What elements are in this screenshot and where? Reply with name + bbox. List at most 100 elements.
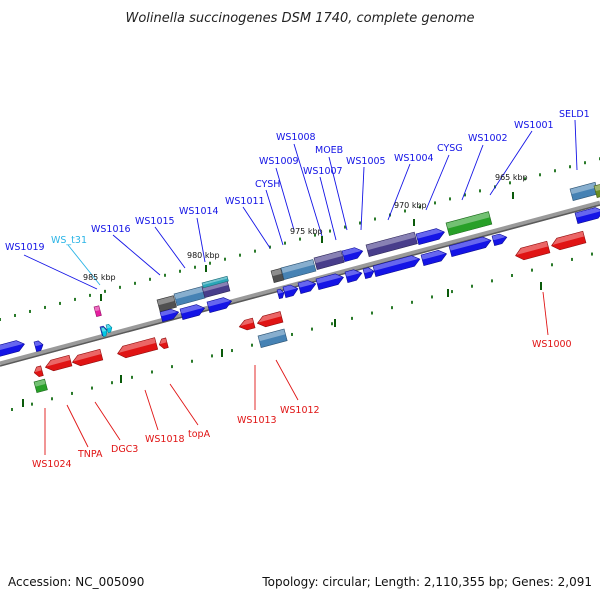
forward-gene: [448, 236, 492, 257]
leader-line: [425, 154, 450, 211]
forward-gene-outline: [206, 297, 233, 313]
gene-label: SELD1: [559, 109, 590, 120]
forward-gene-outline: [315, 273, 344, 290]
reverse-gene-highlight: [45, 355, 71, 367]
forward-gene: [33, 340, 44, 353]
reverse-gene: [44, 354, 73, 372]
genome-title: Wolinella succinogenes DSM 1740, complet…: [125, 11, 474, 26]
gene-ws1016: [156, 295, 177, 312]
forward-gene-highlight: [449, 236, 491, 251]
forward-gene-outline: [491, 233, 508, 247]
gene-label: WS1000: [532, 339, 572, 350]
gene-ws1009-outline: [280, 259, 317, 280]
forward-gene-outline: [344, 269, 363, 283]
gene-ws1004-highlight: [366, 232, 416, 251]
gene-ws1005-outline: [415, 228, 445, 245]
forward-gene: [206, 297, 233, 313]
reverse-gene-highlight: [515, 241, 549, 256]
forward-gene-outline: [0, 340, 25, 357]
scale-label: 980 kbp: [187, 251, 220, 260]
gene-label: WS1009: [259, 156, 299, 167]
leader-line: [196, 217, 206, 263]
scale-label: 970 kbp: [394, 201, 427, 210]
gene-seld1-b: [593, 183, 600, 198]
gene-seld1: [569, 181, 599, 201]
gene-label: CYSH: [255, 179, 280, 190]
gene-labels: WS1019 WS_t31 WS1016 WS1015 WS1014 WS1011 CYSH…: [5, 109, 590, 470]
leader-line: [275, 359, 299, 401]
gene-ws1024-outline: [33, 378, 48, 393]
gene-label: MOEB: [315, 145, 343, 156]
gene-label: WS1011: [225, 196, 265, 207]
scale-labels: 985 kbp 980 kbp 975 kbp 970 kbp 965 kbp: [83, 173, 528, 282]
leader-line: [319, 176, 337, 241]
leader-line: [387, 163, 411, 221]
gene-ws1007: [341, 247, 364, 262]
gene-ws1014-band: [201, 275, 229, 289]
reverse-gene-outline: [238, 317, 256, 331]
reverse-gene: [158, 337, 169, 350]
gene-ws1012-outline: [257, 328, 288, 348]
forward-gene: [276, 288, 285, 300]
gene-seld1-highlight: [570, 182, 597, 195]
gene-ws1015: [173, 286, 206, 306]
leader-line: [489, 130, 533, 196]
forward-gene-outline: [297, 280, 317, 294]
trna-feature: [100, 326, 108, 338]
forward-gene-highlight: [363, 267, 374, 274]
gene-label: WS1004: [394, 153, 434, 164]
leader-line: [144, 389, 159, 431]
gene-ws1012-highlight: [258, 329, 286, 342]
forward-gene-highlight: [207, 297, 232, 307]
gene-label: WS1018: [145, 434, 185, 445]
gene-seld1-b-outline: [593, 183, 600, 198]
forward-gene-outline: [159, 308, 180, 323]
gene-features: [0, 181, 600, 393]
reverse-gene: [238, 317, 256, 331]
leader-line: [293, 143, 323, 237]
gene-ws1024: [33, 378, 48, 393]
leader-line: [328, 156, 348, 231]
leader-line: [66, 404, 89, 448]
trna-feature-outline: [100, 326, 108, 338]
forward-gene: [420, 250, 448, 266]
gene-ws1014-band-highlight: [202, 276, 228, 286]
forward-gene: [344, 269, 363, 283]
gene-label: WS1013: [237, 415, 277, 426]
gene-ws1009: [280, 259, 317, 280]
reverse-gene-outline: [256, 311, 284, 328]
leader-line: [112, 234, 161, 276]
gene-cysg: [445, 211, 493, 236]
gene-ws1008-highlight: [314, 250, 343, 264]
gene-ws1015-outline: [173, 286, 206, 306]
scale-label: 965 kbp: [495, 173, 528, 182]
reverse-gene-highlight: [72, 349, 102, 362]
gene-label: WS1015: [135, 216, 175, 227]
forward-gene-highlight: [0, 340, 25, 351]
gene-ws1016-highlight: [157, 295, 175, 306]
reverse-gene-highlight: [159, 337, 167, 345]
gene-ws1004-outline: [365, 231, 418, 257]
leader-line: [542, 291, 549, 336]
leader-line: [360, 166, 365, 231]
gene-ws1012: [257, 328, 288, 348]
forward-gene: [315, 273, 344, 290]
gene-label: WS1008: [276, 132, 316, 143]
forward-gene: [179, 304, 206, 320]
forward-gene: [574, 207, 600, 224]
gene-label: WS1001: [514, 120, 554, 131]
scale-label: 975 kbp: [290, 227, 323, 236]
gene-label: DGC3: [111, 444, 138, 455]
reverse-gene-highlight: [551, 231, 585, 246]
leader-line: [94, 401, 121, 441]
forward-gene-outline: [282, 284, 299, 298]
gene-ws1009-highlight: [281, 259, 315, 274]
gene-label: TNPA: [77, 449, 103, 460]
reverse-gene-outline: [158, 337, 169, 350]
gene-label: WS1019: [5, 242, 45, 253]
label-leader-lines: [23, 119, 578, 455]
leader-line: [169, 383, 199, 426]
reverse-gene: [551, 230, 587, 251]
forward-gene-outline: [179, 304, 206, 320]
